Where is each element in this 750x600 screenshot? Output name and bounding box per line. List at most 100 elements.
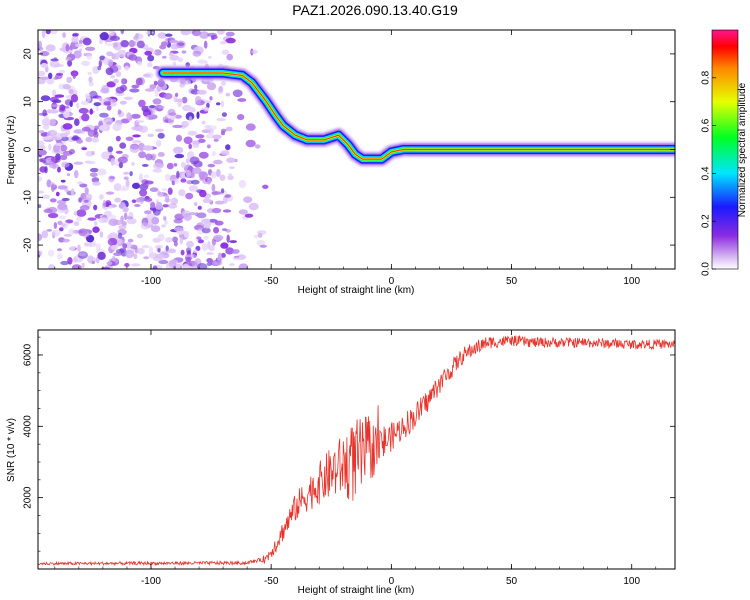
spectrogram-noise-blob — [38, 140, 45, 148]
spectrogram-noise-blob — [46, 229, 53, 232]
spectrogram-noise-blob — [117, 109, 122, 115]
spectrogram-noise-blob — [157, 233, 165, 242]
spectrogram-noise-blob — [152, 162, 164, 170]
spectrogram-noise-blob — [78, 197, 82, 203]
spectrogram-noise-blob — [226, 53, 233, 61]
spectrogram-noise-blob — [194, 84, 198, 90]
spectrogram-noise-blob — [105, 191, 115, 195]
spectrogram-noise-blob — [91, 177, 100, 183]
spectrogram-noise-blob — [201, 227, 211, 234]
spectrogram-noise-blob — [107, 237, 118, 246]
spectrogram-noise-blob — [155, 253, 165, 259]
spectrogram-noise-blob — [71, 136, 80, 141]
spectrogram-y-tick-label: -10 — [23, 190, 34, 205]
spectrogram-noise-blob — [47, 206, 58, 214]
spectrogram-noise-blob — [131, 199, 137, 203]
spectrogram-noise-blob — [174, 213, 185, 221]
spectrogram-noise-blob — [208, 218, 218, 223]
spectrogram-noise-blob — [114, 197, 122, 203]
spectrogram-noise-blob — [192, 141, 200, 149]
spectrogram-noise-blob — [173, 218, 183, 224]
spectrogram-noise-blob — [109, 35, 120, 42]
spectrogram-noise-blob — [48, 143, 52, 151]
spectrogram-noise-blob — [62, 238, 70, 243]
spectrogram-noise-blob — [221, 112, 227, 117]
spectrogram-noise-blob — [155, 140, 162, 147]
spectrogram-noise-blob — [85, 136, 93, 143]
spectrogram-noise-blob — [144, 210, 152, 215]
spectrogram-noise-blob — [115, 249, 125, 254]
spectrogram-noise-blob — [101, 266, 111, 269]
spectrogram-noise-blob — [220, 242, 229, 249]
spectrogram-noise-blob — [220, 100, 224, 108]
spectrogram-noise-blob — [44, 115, 49, 121]
spectrogram-noise-blob — [185, 192, 194, 200]
spectrogram-noise-blob — [143, 256, 150, 260]
spectrogram-noise-blob — [57, 253, 63, 260]
spectrogram-noise-blob — [123, 96, 134, 101]
spectrogram-noise-blob — [98, 217, 109, 224]
spectrogram-noise-blob — [161, 224, 167, 228]
spectrogram-noise-blob — [118, 225, 127, 230]
spectrogram-noise-blob — [41, 230, 49, 239]
spectrogram-noise-blob — [135, 77, 143, 86]
spectrogram-x-axis-label: Height of straight line (km) — [298, 285, 415, 296]
spectrogram-noise-blob — [214, 260, 223, 266]
spectrogram-noise-blob — [206, 102, 210, 109]
spectrogram-noise-blob — [63, 233, 72, 237]
spectrogram-noise-blob — [110, 98, 118, 107]
spectrogram-noise-blob — [165, 33, 173, 37]
spectrogram-noise-blob — [102, 199, 107, 209]
spectrogram-noise-blob — [129, 144, 140, 153]
snr-axes: -100 -50 0 50 100 2000 4000 6000 — [23, 330, 675, 587]
spectrogram-noise-blob — [87, 71, 93, 76]
spectrogram-noise-blob — [87, 160, 96, 165]
spectrogram-noise-blob — [78, 39, 83, 45]
spectrogram-noise-blob — [93, 221, 98, 226]
spectrogram-noise-blob — [209, 96, 213, 101]
spectrogram-noise-blob — [184, 254, 194, 258]
spectrogram-noise-blob — [92, 226, 100, 233]
spectrogram-noise-blob — [38, 70, 46, 77]
spectrogram-noise-blob — [149, 187, 159, 192]
spectrogram-noise-blob — [131, 84, 140, 89]
spectrogram-noise-blob — [48, 163, 59, 169]
spectrogram-noise-blob — [58, 215, 67, 220]
spectrogram-noise-blob — [59, 104, 66, 111]
spectrogram-noise-blob — [60, 144, 68, 152]
spectrogram-noise-blob — [50, 58, 59, 62]
spectrogram-y-tick-label: -20 — [23, 237, 34, 252]
spectrogram-noise-blob — [181, 96, 188, 104]
snr-x-tick-label: 100 — [623, 576, 640, 587]
spectrogram-noise-blob — [81, 262, 85, 269]
spectrogram-noise-blob — [88, 76, 93, 83]
spectrogram-noise-blob — [138, 151, 147, 159]
spectrogram-noise-blob — [99, 124, 109, 132]
spectrogram-noise-blob — [112, 42, 118, 48]
spectrogram-noise-blob — [183, 136, 193, 145]
spectrogram-noise-blob — [60, 179, 66, 183]
spectrogram-noise-blob — [136, 61, 143, 66]
spectrogram-noise-blob — [179, 236, 184, 245]
colorbar-tick-label: 0.0 — [701, 262, 712, 276]
spectrogram-noise-blob — [138, 99, 146, 108]
spectrogram-noise-blob — [115, 86, 125, 94]
spectrogram-noise-blob — [221, 49, 230, 55]
spectrogram-noise-blob — [97, 168, 107, 176]
spectrogram-noise-blob — [244, 213, 254, 218]
spectrogram-noise-blob — [212, 134, 222, 140]
spectrogram-noise-blob — [173, 163, 178, 167]
figure-title: PAZ1.2026.090.13.40.G19 — [292, 2, 458, 18]
spectrogram-noise-blob — [220, 150, 230, 156]
spectrogram-noise-blob — [243, 196, 253, 203]
spectrogram-noise-blob — [124, 263, 130, 267]
spectrogram-noise-blob — [113, 183, 122, 192]
spectrogram-noise-blob — [47, 212, 59, 219]
spectrogram-noise-blob — [120, 30, 125, 35]
spectrogram-noise-blob — [81, 147, 88, 151]
spectrogram-noise-blob — [197, 263, 208, 269]
spectrogram-noise-blob — [173, 241, 178, 247]
spectrogram-noise-blob — [84, 187, 89, 195]
spectrogram-x-tick-label: 50 — [506, 276, 518, 287]
